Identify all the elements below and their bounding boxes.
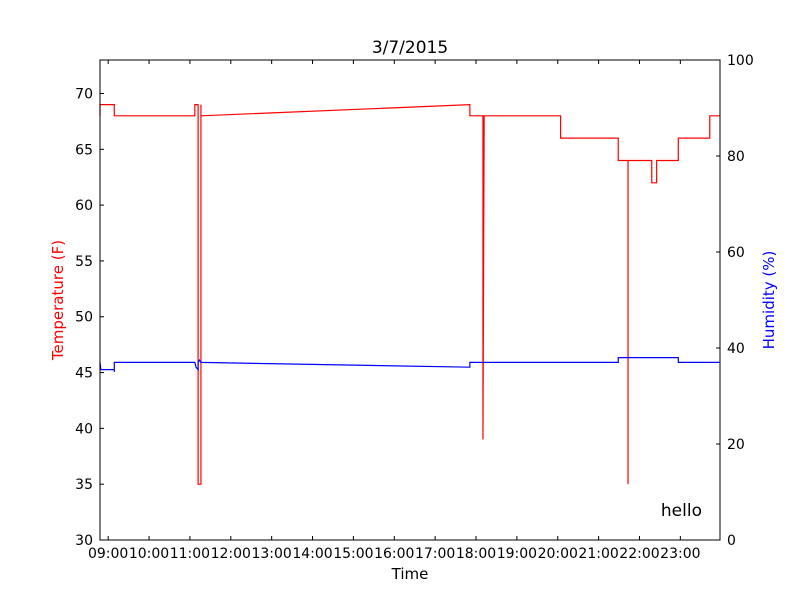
y-left-tick-label: 50: [75, 310, 93, 326]
chart-title: 3/7/2015: [372, 38, 448, 58]
x-tick-label: 14:00: [292, 546, 332, 562]
y-right-tick-label: 80: [727, 149, 745, 165]
series-line-temperature: [99, 104, 720, 485]
y-left-tick-label: 35: [75, 477, 93, 493]
ticks-layer: 09:00 10:00 11:00 12:00 13:00 14:00 15:00 16:00…: [75, 53, 754, 562]
y-left-tick-label: 40: [75, 421, 93, 437]
plot-area: [100, 60, 720, 540]
x-axis-label: Time: [391, 565, 429, 583]
x-tick-label: 18:00: [456, 546, 496, 562]
y-right-tick-label: 100: [727, 53, 754, 69]
x-tick-label: 21:00: [578, 546, 618, 562]
x-tick-label: 13:00: [251, 546, 291, 562]
x-tick-label: 23:00: [660, 546, 700, 562]
x-tick-label: 10:00: [129, 546, 169, 562]
series-line-humidity: [99, 357, 720, 372]
x-tick-label: 11:00: [170, 546, 210, 562]
y-left-tick-label: 55: [75, 254, 93, 270]
y-right-tick-label: 20: [727, 437, 745, 453]
y-axis-label-right: Humidity (%): [760, 251, 778, 350]
x-tick-label: 22:00: [619, 546, 659, 562]
series-layer: [99, 104, 720, 485]
x-tick-label: 19:00: [497, 546, 537, 562]
x-tick-label: 16:00: [374, 546, 414, 562]
x-tick-label: 12:00: [211, 546, 251, 562]
x-tick-label: 15:00: [333, 546, 373, 562]
annotation-text: hello: [661, 501, 702, 521]
y-left-tick-label: 60: [75, 198, 93, 214]
y-right-tick-label: 0: [727, 533, 736, 549]
x-tick-label: 20:00: [538, 546, 578, 562]
y-left-tick-label: 30: [75, 533, 93, 549]
x-tick-label: 09:00: [88, 546, 128, 562]
y-right-tick-label: 40: [727, 341, 745, 357]
y-axis-label-left: Temperature (F): [49, 240, 67, 361]
y-left-tick-label: 65: [75, 142, 93, 158]
y-left-tick-label: 70: [75, 86, 93, 102]
plot-frame: [99, 59, 721, 541]
y-right-tick-label: 60: [727, 245, 745, 261]
x-tick-label: 17:00: [415, 546, 455, 562]
y-left-tick-label: 45: [75, 366, 93, 382]
